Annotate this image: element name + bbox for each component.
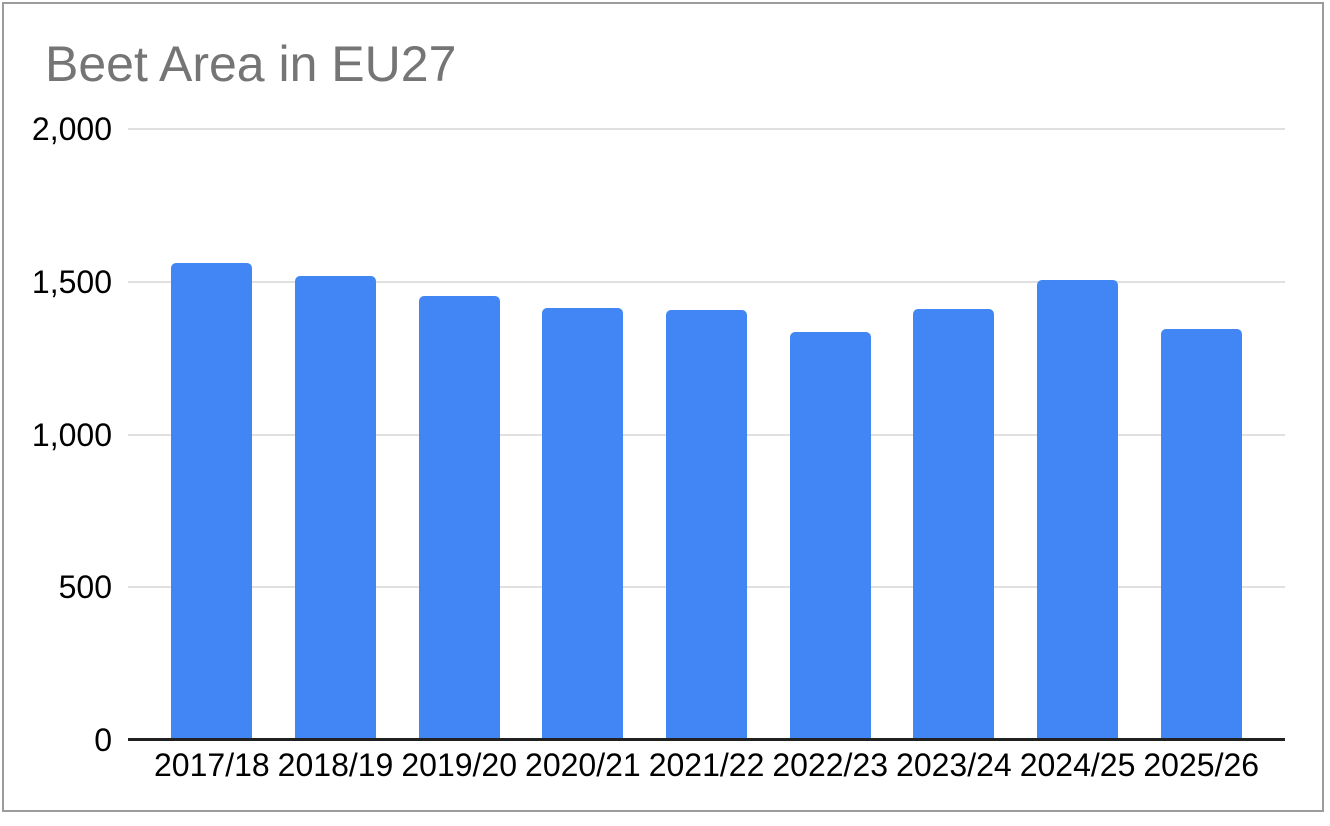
bar-2018-19[interactable] — [295, 275, 376, 740]
bar-2019-20[interactable] — [418, 296, 500, 740]
bar-2024-25[interactable] — [1037, 279, 1119, 740]
chart-frame — [2, 2, 1324, 812]
chart-title: Beet Area in EU27 — [45, 36, 457, 92]
x-tick-label: 2025/26 — [1143, 747, 1260, 783]
y-tick-label: 2,000 — [31, 111, 112, 147]
bar-slot — [1016, 129, 1140, 740]
bar-slot — [521, 129, 645, 740]
bar-2023-24[interactable] — [913, 309, 995, 740]
bar-slot — [1139, 129, 1263, 740]
bar-slot — [150, 129, 274, 740]
bar-slot — [645, 129, 769, 740]
x-tick-label: 2023/24 — [896, 747, 1012, 783]
bar-2022-23[interactable] — [789, 332, 871, 740]
bar-2020-21[interactable] — [542, 308, 624, 740]
bar-slot — [274, 129, 398, 740]
x-tick-label: 2019/20 — [401, 747, 518, 783]
gridline — [128, 128, 1285, 130]
x-tick-label: 2020/21 — [525, 747, 641, 783]
bar-slot — [892, 129, 1016, 740]
x-tick-label: 2017/18 — [154, 747, 270, 783]
bar-slot — [397, 129, 521, 740]
x-tick-label: 2024/25 — [1019, 747, 1136, 783]
plot-area — [128, 129, 1285, 740]
x-tick-label: 2021/22 — [648, 747, 765, 783]
bar-2017-18[interactable] — [171, 262, 253, 740]
y-tick-label: 0 — [94, 722, 112, 758]
bar-2025-26[interactable] — [1160, 328, 1242, 740]
gridline — [128, 280, 1285, 283]
x-axis-labels: 2017/18 2018/19 2019/20 2020/21 2021/22 2022/… — [128, 747, 1285, 783]
bar-slot — [768, 129, 892, 740]
y-tick-label: 1,500 — [31, 263, 112, 300]
y-tick-label: 1,000 — [31, 416, 112, 453]
x-tick-label: 2018/19 — [277, 747, 394, 783]
x-axis-line — [128, 738, 1285, 741]
y-tick-label: 500 — [58, 569, 112, 606]
bar-2021-22[interactable] — [666, 310, 748, 740]
x-tick-label: 2022/23 — [772, 747, 889, 783]
